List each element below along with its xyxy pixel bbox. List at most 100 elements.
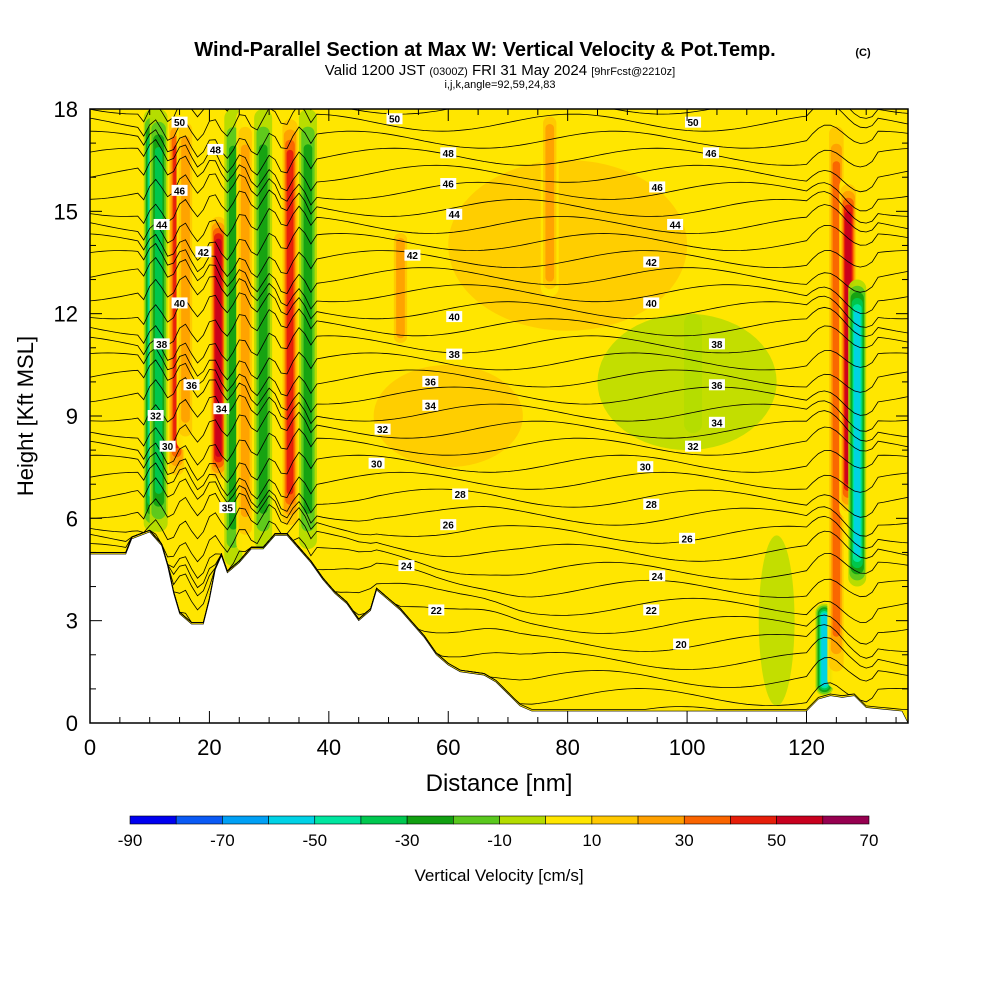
theta-label-text: 46 [174,186,186,197]
theta-contour-line [90,347,908,381]
velocity-band [258,144,268,514]
theta-contour-line [90,292,908,328]
theta-label-bg [679,532,696,544]
theta-label: 32 [685,440,702,453]
theta-label-bg [643,297,660,309]
theta-label-bg [673,638,690,650]
theta-label-bg [171,184,188,196]
colorbar-swatch [499,815,546,825]
theta-label-text: 40 [449,313,461,324]
theta-label-text: 44 [156,220,168,231]
theta-label: 50 [386,113,403,126]
theta-label-bg [183,379,200,391]
theta-label: 46 [171,184,188,197]
colorbar-swatch [637,815,685,825]
y-tick-label: 6 [66,506,78,531]
theta-label-text: 46 [652,183,664,194]
theta-label-bg [368,457,385,469]
colorbar-label: Vertical Velocity [cm/s] [414,866,583,885]
plot-area: 20 22 22 24 24 26 26 28 28 30 30 30 32 32 32 34 34 34 36 36… [90,109,908,723]
theta-label-bg [171,116,188,128]
theta-label: 46 [702,147,719,160]
theta-label: 22 [428,604,445,617]
theta-contour-line [90,359,908,397]
theta-label: 46 [440,178,457,191]
theta-label: 36 [183,379,200,392]
colorbar-swatch [776,815,824,825]
theta-label: 46 [649,181,666,194]
velocity-band [832,161,841,637]
theta-contour-line [90,138,908,176]
theta-label: 26 [679,532,696,545]
theta-label-bg [213,403,230,415]
theta-label: 36 [422,375,439,388]
theta-label-bg [708,379,725,391]
theta-label-bg [171,297,188,309]
theta-label: 30 [637,461,654,474]
theta-label-bg [708,416,725,428]
theta-label-text: 42 [646,258,658,269]
theta-label: 48 [207,143,224,156]
theta-label: 42 [643,256,660,269]
grid-indices: i,j,k,angle=92,59,24,83 [444,79,555,91]
theta-label-text: 34 [216,405,228,416]
theta-label-text: 32 [687,442,699,453]
theta-contour-line [90,426,908,466]
theta-label: 44 [153,218,170,231]
colorbar-tick-label: -30 [395,831,420,850]
theta-label-text: 22 [646,606,658,617]
theta-label: 22 [643,604,660,617]
velocity-band [154,147,163,494]
theta-label: 34 [213,403,230,416]
colorbar-swatch [360,815,408,825]
theta-label-text: 50 [389,115,401,126]
velocity-band [240,144,250,517]
theta-label-text: 35 [222,504,234,515]
theta-label-bg [649,181,666,193]
y-tick-label: 12 [54,302,78,327]
colorbar-swatch [129,815,177,825]
theta-label-bg [440,147,457,159]
theta-label-bg [440,178,457,190]
colorbar-swatch [222,815,269,825]
theta-label-text: 32 [377,425,389,436]
theta-label: 38 [446,348,463,361]
theta-contour-line [90,275,908,314]
theta-label: 28 [452,488,469,501]
theta-label: 50 [685,116,702,129]
theta-contour-line [90,477,908,518]
theta-label-text: 48 [443,149,455,160]
x-tick-label: 60 [436,735,460,760]
theta-contour-line [90,410,908,447]
theta-label-text: 40 [646,299,658,310]
velocity-patch [373,364,523,468]
theta-label-bg [398,560,415,572]
theta-label: 50 [171,116,188,129]
theta-label-bg [685,440,702,452]
theta-label-bg [452,488,469,500]
valid-date: FRI 31 May 2024 [472,62,587,79]
theta-label-bg [153,338,170,350]
theta-label: 48 [440,147,457,160]
theta-label: 44 [667,218,684,231]
theta-label-bg [422,399,439,411]
theta-label-text: 42 [407,251,419,262]
theta-contour-line [90,155,908,193]
theta-label-bg [428,604,445,616]
theta-label-text: 36 [711,381,723,392]
theta-label-bg [219,502,236,514]
x-tick-label: 100 [669,735,706,760]
x-axis-label: Distance [nm] [426,770,573,797]
colorbar: -90 -70 -50 -30 -10 10 30 50 70 [118,815,878,850]
theta-label-text: 46 [443,180,455,191]
x-tick-label: 20 [197,735,221,760]
colorbar-swatch [730,815,777,825]
theta-label-bg [667,218,684,230]
valid-time: Valid 1200 JST [325,62,425,79]
theta-label-bg [440,519,457,531]
theta-label-bg [446,208,463,220]
theta-label: 40 [643,297,660,310]
theta-label-text: 34 [711,418,723,429]
x-tick-label: 0 [84,735,96,760]
